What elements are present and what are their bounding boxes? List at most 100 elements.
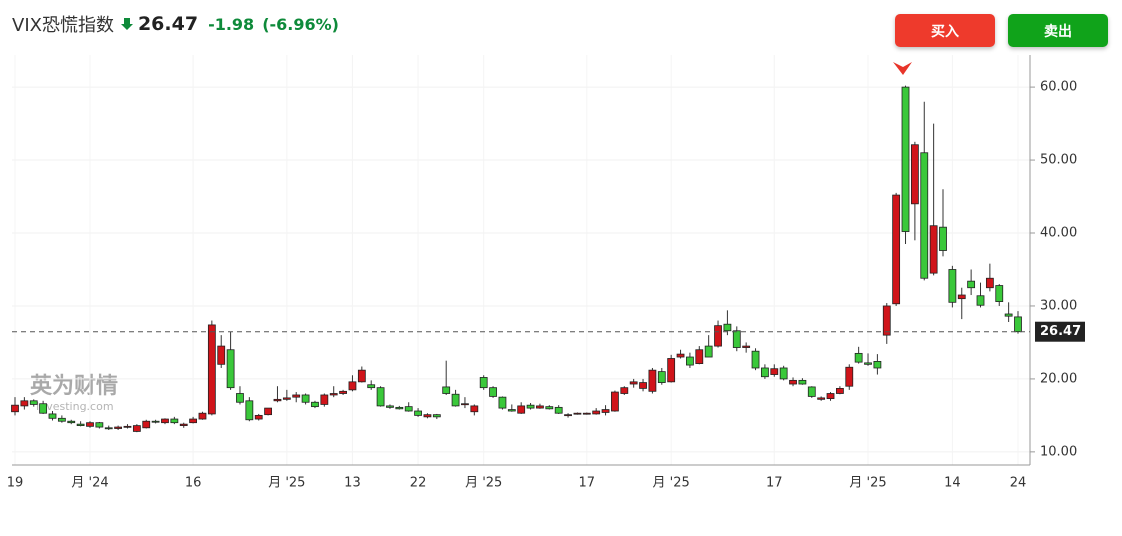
candle-body: [95, 422, 104, 428]
candle-body: [423, 414, 432, 418]
candle-body: [1014, 316, 1022, 333]
sell-button[interactable]: 卖出: [1008, 14, 1108, 47]
instrument-title: VIX恐慌指数: [12, 15, 114, 36]
y-tick-label: 40.00: [1040, 226, 1077, 241]
candle-body: [273, 398, 282, 402]
candle-body: [395, 406, 404, 410]
candle-body: [751, 350, 760, 369]
candle-body: [198, 412, 207, 420]
candle-body: [226, 349, 235, 389]
price: 26.47: [137, 13, 199, 35]
candle-body: [892, 194, 901, 305]
candle-body: [479, 377, 488, 389]
candle-body: [57, 417, 66, 422]
candle-body: [329, 393, 338, 396]
candle-body: [264, 407, 272, 416]
x-tick-label: 17: [579, 476, 596, 491]
y-tick-label: 10.00: [1040, 444, 1077, 459]
candle-body: [498, 396, 507, 409]
candle-body: [995, 285, 1004, 302]
change-percent: (-6.96%): [262, 14, 339, 34]
candle-body: [854, 352, 863, 363]
candle-body: [414, 410, 422, 416]
candle-body: [339, 390, 347, 394]
candle-body: [798, 379, 807, 385]
candle-body: [601, 409, 610, 413]
candle-body: [320, 394, 329, 405]
x-tick-label: 月 '25: [465, 476, 502, 491]
candle-body: [311, 401, 319, 408]
candle-body: [123, 425, 132, 428]
candle-body: [967, 280, 976, 289]
candle-body: [245, 400, 254, 421]
candle-body: [67, 420, 76, 424]
candle-body: [282, 397, 291, 400]
candle-body: [695, 349, 704, 364]
candle-body: [189, 418, 198, 424]
candle-body: [29, 400, 38, 405]
candle-body: [779, 367, 788, 380]
candle-body: [39, 403, 48, 414]
candle-body: [151, 420, 160, 423]
candle-body: [882, 305, 891, 336]
candle-body: [507, 409, 516, 412]
candle-body: [357, 369, 366, 383]
candle-body: [554, 406, 563, 414]
candle-body: [873, 361, 882, 369]
candle-body: [489, 387, 497, 397]
peak-marker: [893, 62, 912, 75]
candle-body: [920, 152, 929, 279]
candle-body: [742, 345, 751, 348]
candle-body: [451, 393, 460, 407]
x-tick-label: 月 '24: [71, 476, 108, 491]
candle-body: [704, 345, 713, 358]
candle-body: [789, 379, 797, 385]
candle-body: [386, 405, 394, 408]
candle-body: [48, 413, 57, 419]
candle-body: [723, 323, 732, 332]
watermark-sub: Investing.com: [36, 400, 114, 413]
last-price-box: [1035, 321, 1085, 342]
candle-body: [301, 394, 310, 403]
candle-body: [835, 387, 844, 394]
candle-body: [86, 422, 94, 427]
x-tick-label: 22: [410, 476, 427, 491]
buy-button[interactable]: 买入: [895, 14, 995, 47]
candle-body: [732, 330, 741, 348]
candle-body: [985, 277, 994, 289]
x-tick-label: 16: [185, 476, 202, 491]
x-tick-label: 17: [766, 476, 783, 491]
last-price-label: 26.47: [1040, 324, 1081, 339]
candle-body: [536, 405, 544, 409]
candle-body: [142, 420, 151, 429]
x-tick-label: 19: [7, 476, 24, 491]
candle-body: [620, 387, 629, 394]
x-tick-label: 13: [344, 476, 361, 491]
candle-body: [114, 426, 123, 429]
candle-body: [461, 403, 469, 406]
candle-body: [292, 394, 301, 398]
candle-body: [592, 410, 601, 415]
candle-body: [517, 405, 526, 414]
candle-body: [526, 404, 535, 409]
y-tick-label: 20.00: [1040, 371, 1077, 386]
y-tick-label: 50.00: [1040, 153, 1077, 168]
x-tick-label: 月 '25: [653, 476, 690, 491]
candle-body: [667, 358, 676, 383]
y-tick-label: 30.00: [1040, 298, 1077, 313]
candle-body: [807, 386, 816, 397]
candle-body: [432, 414, 441, 418]
candle-body: [367, 384, 376, 389]
header: VIX恐慌指数 26.47 -1.98 (-6.96%): [12, 10, 339, 38]
candle-body: [161, 418, 169, 424]
down-arrow: [120, 18, 133, 30]
candle-body: [348, 381, 357, 391]
candle-body: [132, 425, 141, 432]
candle-body: [582, 412, 591, 415]
candle-body: [648, 369, 657, 392]
x-tick-label: 14: [944, 476, 961, 491]
candle-body: [1004, 313, 1013, 317]
candle-body: [714, 325, 722, 347]
